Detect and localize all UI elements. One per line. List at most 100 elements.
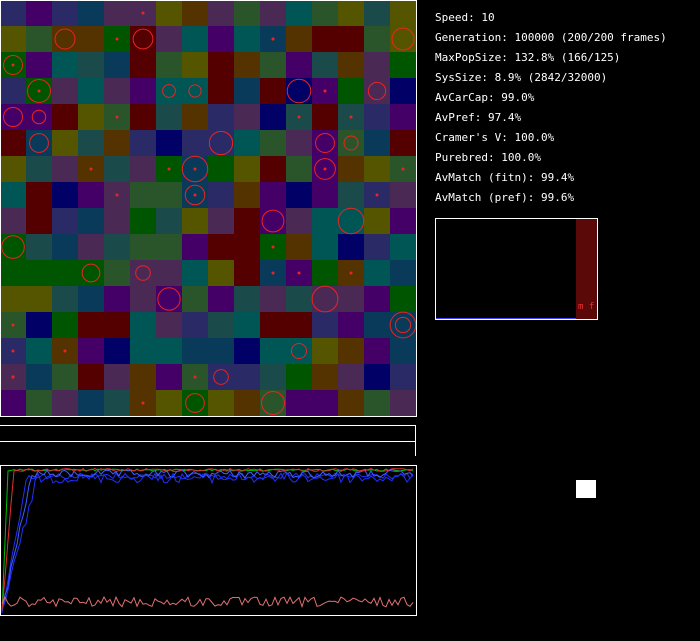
stat-line: MaxPopSize: 132.8% (166/125) <box>435 51 620 64</box>
stats-panel: Speed: 10 Generation: 100000 (200/200 fra… <box>435 11 667 204</box>
organism <box>11 323 15 327</box>
cell <box>52 0 78 26</box>
cell <box>338 338 364 364</box>
cell <box>78 52 104 78</box>
cell <box>52 182 78 208</box>
cell <box>208 208 234 234</box>
cell <box>182 234 208 260</box>
cell <box>338 0 364 26</box>
stat-line: AvCarCap: 99.0% <box>435 91 535 104</box>
cell <box>286 78 312 104</box>
cell <box>182 312 208 338</box>
cell <box>312 286 338 312</box>
cell <box>26 26 52 52</box>
cell <box>390 52 416 78</box>
cell <box>208 26 234 52</box>
cell <box>260 0 286 26</box>
cell <box>364 208 390 234</box>
cell <box>286 390 312 416</box>
cell <box>182 130 208 156</box>
cell <box>104 364 130 390</box>
cell <box>0 260 26 286</box>
organism <box>135 265 151 281</box>
cell <box>156 234 182 260</box>
history-graph <box>0 465 417 616</box>
cell <box>0 104 26 130</box>
organism <box>188 84 202 98</box>
cell <box>78 208 104 234</box>
cell <box>286 0 312 26</box>
organism <box>54 28 76 50</box>
cell <box>364 234 390 260</box>
cell <box>104 286 130 312</box>
cell <box>208 390 234 416</box>
cell <box>208 52 234 78</box>
cell <box>104 0 130 26</box>
cell <box>338 286 364 312</box>
cell <box>364 390 390 416</box>
organism <box>141 401 145 405</box>
cell <box>0 182 26 208</box>
cell <box>182 52 208 78</box>
cell <box>312 182 338 208</box>
organism <box>208 130 234 156</box>
organism <box>337 207 365 235</box>
cell <box>26 156 52 182</box>
cell <box>260 338 286 364</box>
cell <box>182 338 208 364</box>
cell <box>52 52 78 78</box>
cell <box>390 104 416 130</box>
cell <box>234 0 260 26</box>
cell <box>52 260 78 286</box>
cell <box>78 182 104 208</box>
cell <box>0 78 26 104</box>
organism <box>290 342 308 360</box>
cell <box>338 52 364 78</box>
cell <box>208 0 234 26</box>
cell <box>130 286 156 312</box>
cell <box>104 260 130 286</box>
cell <box>52 390 78 416</box>
stat-line: Purebred: 100.0% <box>435 151 541 164</box>
cell <box>78 286 104 312</box>
cell <box>364 104 390 130</box>
cell <box>52 130 78 156</box>
cell <box>78 26 104 52</box>
cell <box>234 260 260 286</box>
cell <box>156 312 182 338</box>
organism <box>115 37 119 41</box>
cell <box>390 312 416 338</box>
organism <box>391 27 415 51</box>
organism <box>1 235 25 259</box>
cell <box>234 364 260 390</box>
panel-label: m f <box>578 302 594 312</box>
cell <box>234 52 260 78</box>
cell <box>156 338 182 364</box>
cell <box>0 0 26 26</box>
cell <box>26 0 52 26</box>
cell <box>234 156 260 182</box>
cell <box>390 260 416 286</box>
cell <box>260 364 286 390</box>
cell <box>364 52 390 78</box>
cell <box>156 182 182 208</box>
cell <box>182 286 208 312</box>
organism <box>261 209 285 233</box>
cell <box>26 312 52 338</box>
cell <box>26 234 52 260</box>
cell <box>260 130 286 156</box>
cell <box>390 390 416 416</box>
cell <box>156 130 182 156</box>
cell <box>208 260 234 286</box>
organism <box>167 167 171 171</box>
cell <box>78 364 104 390</box>
cell <box>104 234 130 260</box>
organism <box>286 78 312 104</box>
cell <box>390 286 416 312</box>
cell <box>234 78 260 104</box>
organism <box>261 391 285 415</box>
organism <box>181 155 209 183</box>
cell <box>234 26 260 52</box>
cell <box>260 156 286 182</box>
